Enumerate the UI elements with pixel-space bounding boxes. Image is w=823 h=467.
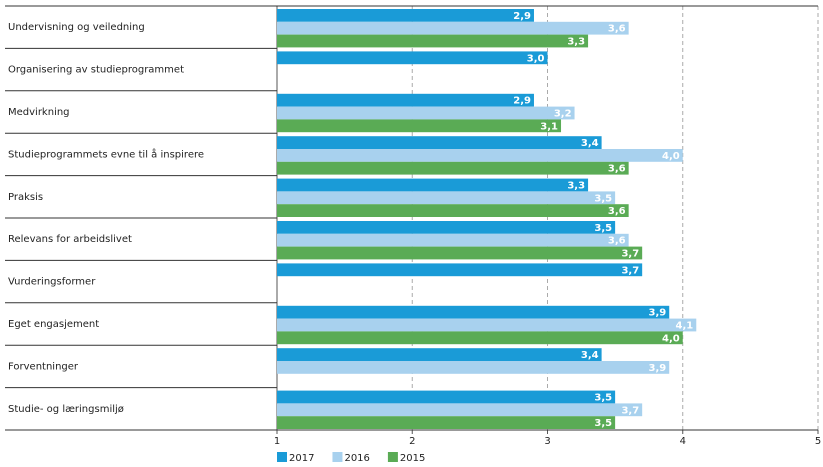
value-label: 3,7: [621, 405, 639, 416]
legend-label: 2017: [289, 453, 314, 464]
x-tick-label: 3: [544, 436, 550, 447]
value-label: 4,0: [662, 333, 680, 344]
category-label: Studie- og læringsmiljø: [8, 404, 124, 415]
x-tick-label: 4: [680, 436, 686, 447]
bar: [277, 149, 683, 162]
bar: [277, 221, 616, 234]
category-label: Praksis: [8, 192, 43, 203]
value-label: 3,5: [594, 393, 612, 404]
value-label: 3,6: [608, 24, 626, 35]
value-label: 4,0: [662, 151, 680, 162]
value-label: 3,7: [621, 265, 639, 276]
bar: [277, 361, 670, 374]
value-label: 3,9: [649, 308, 667, 319]
category-label: Medvirkning: [8, 107, 70, 118]
legend-label: 2016: [344, 453, 369, 464]
bar: [277, 204, 629, 217]
bar: [277, 34, 589, 48]
bar: [277, 331, 683, 345]
category-label: Relevans for arbeidslivet: [8, 234, 132, 245]
bar: [277, 119, 562, 133]
value-label: 3,6: [608, 206, 626, 217]
value-label: 3,4: [581, 350, 599, 361]
value-label: 3,7: [621, 249, 639, 260]
x-tick-label: 2: [409, 436, 415, 447]
x-tick-label: 5: [815, 436, 821, 447]
bar: [277, 390, 616, 404]
bar: [277, 161, 629, 175]
bar: [277, 9, 534, 22]
value-label: 3,5: [594, 223, 612, 234]
value-label: 3,2: [554, 109, 572, 120]
bar: [277, 416, 616, 429]
category-label: Eget engasjement: [8, 319, 99, 330]
legend-swatch: [277, 452, 287, 462]
bar: [277, 348, 602, 361]
category-label: Studieprogrammets evne til å inspirere: [8, 147, 204, 160]
bar: [277, 21, 629, 35]
value-label: 3,5: [594, 193, 612, 204]
bar: [277, 246, 643, 260]
value-label: 4,1: [676, 321, 694, 332]
value-label: 3,0: [527, 53, 545, 64]
legend-swatch: [387, 452, 398, 462]
bar: [277, 191, 616, 205]
category-label: Vurderingsformer: [8, 277, 96, 288]
bar: [277, 106, 575, 120]
bar: [277, 403, 643, 417]
value-label: 3,1: [540, 121, 558, 132]
bar: [277, 51, 548, 65]
legend-label: 2015: [400, 453, 425, 464]
value-label: 3,5: [594, 418, 612, 429]
bar: [277, 93, 534, 107]
category-label: Forventninger: [8, 361, 79, 372]
value-label: 3,9: [649, 363, 667, 374]
value-label: 3,6: [608, 164, 626, 175]
category-label: Undervisning og veiledning: [8, 22, 145, 33]
legend-swatch: [332, 452, 343, 462]
bar: [277, 305, 670, 319]
bar: [277, 318, 697, 332]
value-label: 3,6: [608, 236, 626, 247]
bar: [277, 136, 602, 149]
category-label: Organisering av studieprogrammet: [8, 65, 184, 76]
value-label: 2,9: [513, 11, 531, 22]
bar: [277, 263, 643, 277]
bar: [277, 233, 629, 247]
value-label: 3,3: [567, 37, 585, 48]
value-label: 3,3: [567, 181, 585, 192]
x-tick-label: 1: [274, 436, 280, 447]
value-label: 2,9: [513, 96, 531, 107]
bar: [277, 178, 589, 192]
value-label: 3,4: [581, 138, 599, 149]
